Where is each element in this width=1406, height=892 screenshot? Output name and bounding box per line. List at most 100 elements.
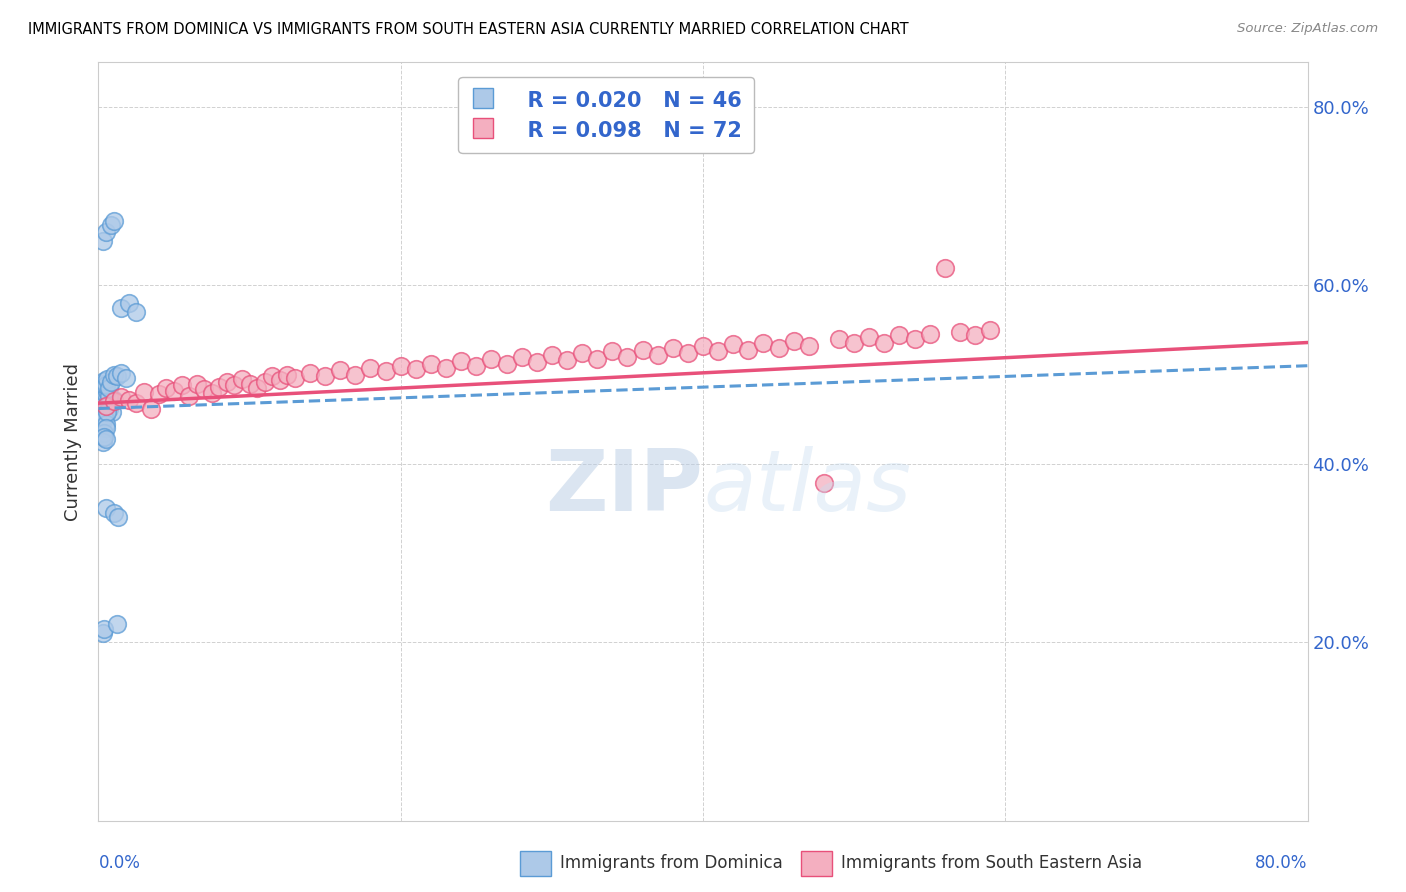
Point <box>91 414 114 428</box>
Point <box>132 385 155 400</box>
Point <box>215 375 238 389</box>
Point <box>91 626 114 640</box>
Point <box>647 348 669 362</box>
Point <box>262 369 284 384</box>
Point <box>873 335 896 350</box>
Point <box>329 363 352 377</box>
Point <box>752 335 775 350</box>
Point <box>707 344 730 359</box>
Point <box>105 369 128 384</box>
Point <box>813 476 835 491</box>
Point <box>616 350 638 364</box>
Point <box>163 384 186 398</box>
Point <box>118 296 141 310</box>
Point <box>148 387 170 401</box>
Point <box>96 394 118 409</box>
Point <box>103 392 125 407</box>
Point <box>91 234 114 248</box>
Point <box>495 357 517 371</box>
Point <box>93 374 115 388</box>
Point <box>93 385 115 400</box>
Text: 80.0%: 80.0% <box>1256 855 1308 872</box>
Point <box>844 336 866 351</box>
Point <box>91 403 114 417</box>
Point <box>110 366 132 380</box>
Point <box>94 417 117 431</box>
Point <box>299 366 322 380</box>
Point <box>94 432 117 446</box>
Point <box>253 375 276 389</box>
Point <box>91 390 114 404</box>
Point <box>96 384 118 398</box>
Point <box>904 332 927 346</box>
Point <box>141 401 163 416</box>
Point <box>100 396 122 410</box>
Point <box>858 330 880 344</box>
Point <box>239 376 262 391</box>
Legend:   R = 0.020   N = 46,   R = 0.098   N = 72: R = 0.020 N = 46, R = 0.098 N = 72 <box>458 77 754 153</box>
Point <box>94 378 117 392</box>
Point <box>586 351 609 366</box>
Text: Source: ZipAtlas.com: Source: ZipAtlas.com <box>1237 22 1378 36</box>
Point <box>91 434 114 449</box>
Point <box>105 617 128 632</box>
Point <box>96 372 118 386</box>
Point <box>94 399 117 413</box>
Point <box>100 375 122 389</box>
Point <box>91 376 114 391</box>
Point <box>103 214 125 228</box>
Point <box>179 389 201 403</box>
Point <box>224 378 246 392</box>
Point <box>949 325 972 339</box>
Point <box>170 378 193 392</box>
Point <box>450 354 472 368</box>
Point <box>314 369 336 384</box>
Point <box>631 343 654 357</box>
Point <box>110 390 132 404</box>
Text: 0.0%: 0.0% <box>98 855 141 872</box>
Point <box>103 368 125 382</box>
Point <box>360 360 382 375</box>
Point <box>540 348 562 362</box>
Point <box>676 346 699 360</box>
Point <box>201 386 224 401</box>
Point <box>98 389 121 403</box>
Point <box>101 405 124 419</box>
Point <box>828 332 851 346</box>
Point <box>420 357 443 371</box>
Point <box>186 376 208 391</box>
Y-axis label: Currently Married: Currently Married <box>65 362 83 521</box>
Point <box>979 323 1001 337</box>
Point <box>481 351 503 366</box>
Point <box>661 341 683 355</box>
Point <box>797 339 820 353</box>
Point <box>602 344 624 359</box>
Point <box>208 380 231 394</box>
Text: atlas: atlas <box>703 445 911 529</box>
Point <box>91 430 114 444</box>
Point <box>918 326 941 341</box>
Point <box>965 328 987 343</box>
Point <box>465 359 488 373</box>
Point <box>231 372 253 386</box>
Point <box>98 401 121 416</box>
Point <box>723 337 745 351</box>
Text: ZIP: ZIP <box>546 445 703 529</box>
Point <box>93 425 115 440</box>
Point <box>125 396 148 410</box>
Point <box>571 346 593 360</box>
Text: IMMIGRANTS FROM DOMINICA VS IMMIGRANTS FROM SOUTH EASTERN ASIA CURRENTLY MARRIED: IMMIGRANTS FROM DOMINICA VS IMMIGRANTS F… <box>28 22 908 37</box>
Point <box>193 382 215 396</box>
Point <box>276 368 298 382</box>
Text: Immigrants from Dominica: Immigrants from Dominica <box>560 855 782 872</box>
Point <box>110 301 132 315</box>
Point <box>94 408 117 422</box>
Point <box>737 343 759 357</box>
Point <box>98 381 121 395</box>
Point <box>526 355 548 369</box>
Point <box>93 399 115 413</box>
Point <box>934 260 956 275</box>
Point <box>246 381 269 395</box>
Point <box>100 218 122 232</box>
Point <box>103 506 125 520</box>
